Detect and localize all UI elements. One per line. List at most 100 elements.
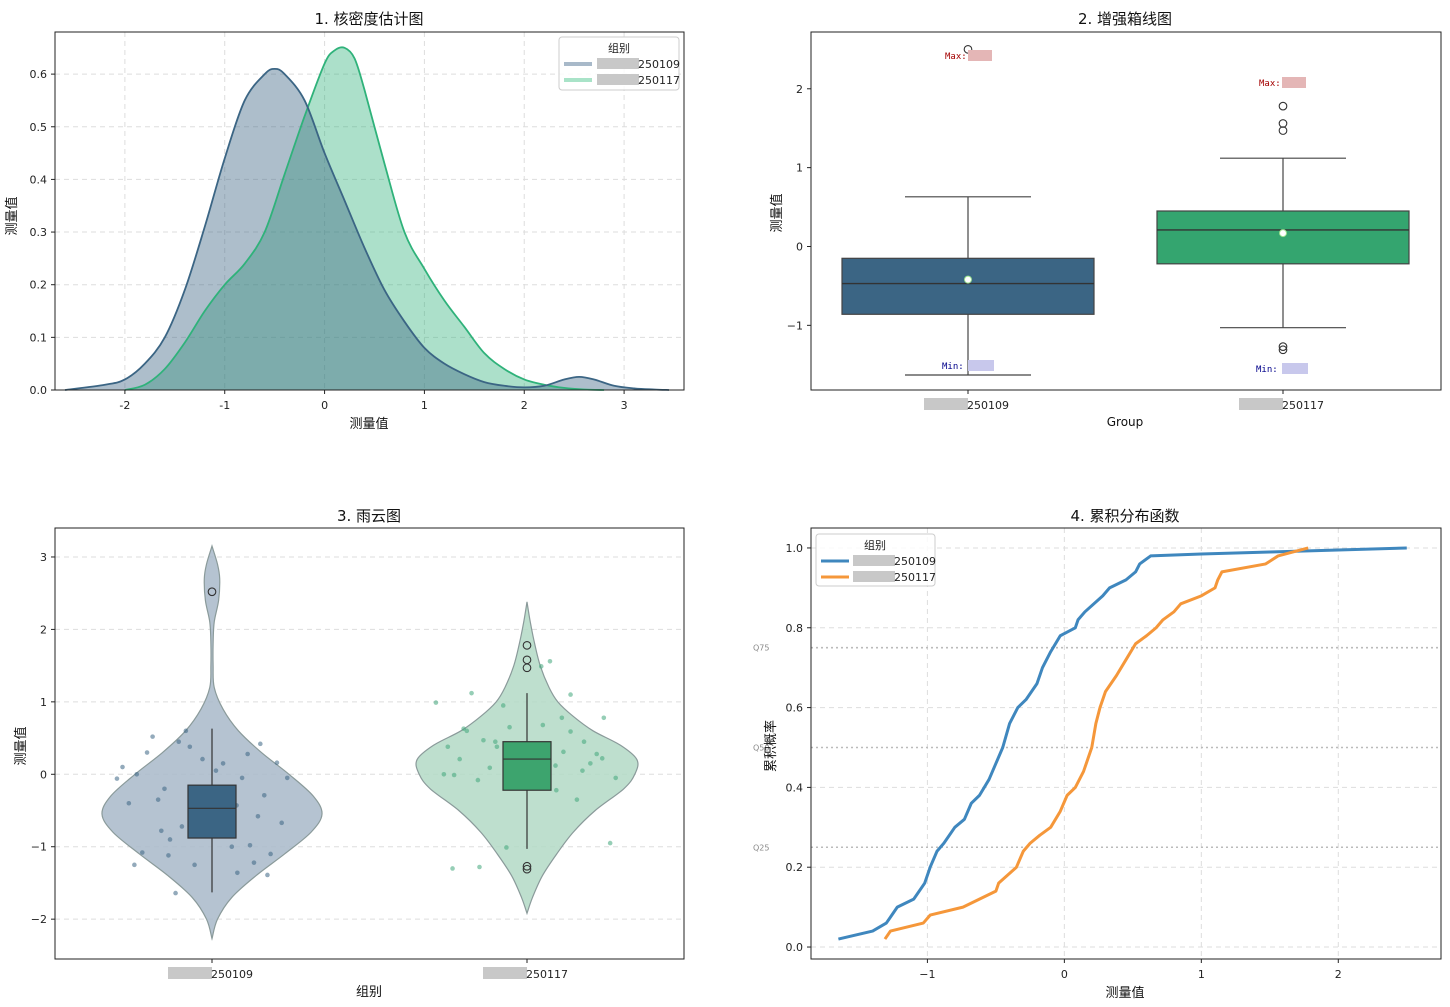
rain-point-1-26 [279, 820, 284, 826]
rain-point-1-25 [274, 760, 280, 765]
kde-line-2 [124, 46, 605, 391]
kde-title: 1. 核密度估计图 [314, 10, 423, 28]
cdf-ytick-1: 0.2 [786, 861, 804, 874]
rain-ytick-5: 3 [40, 551, 47, 564]
rain-point-1-5 [144, 750, 150, 755]
box-outlier-2-2 [1278, 119, 1288, 128]
rain-point-1-20 [245, 751, 250, 757]
cdf-ylabel: 累积概率 [763, 720, 779, 772]
rain-point-2-10 [487, 765, 493, 771]
box-ytick-0: −1 [787, 319, 803, 332]
box-mean-2 [1279, 229, 1287, 238]
kde-xtick-4: 2 [521, 399, 528, 412]
box-ytick-3: 2 [796, 83, 803, 96]
kde-ytick-4: 0.4 [30, 173, 48, 186]
rain-point-2-18 [540, 722, 546, 728]
cdf-quantile-label-2: Q50 [753, 743, 769, 752]
box-max-label-2: Max: [1259, 79, 1281, 89]
panel-box: 2. 增强箱线图 Max: Min: Max: Min: −1 0 1 2 250109 250… [769, 10, 1442, 429]
rain-point-2-38 [580, 768, 585, 773]
rain-ytick-1: −1 [31, 841, 47, 854]
rain-point-2-35 [568, 692, 573, 697]
rain-xtick-1: 250117 [526, 968, 568, 981]
rain-point-2-40 [599, 756, 605, 761]
rain-point-1-27 [284, 775, 290, 781]
cdf-ytick-0: 0.0 [786, 941, 804, 954]
rain-point-2-2 [441, 771, 447, 777]
panel-rain: 3. 雨云图 −2 −1 0 1 2 3 250109 250117 组别 测量值 [13, 507, 685, 1000]
rain-point-2-27 [601, 715, 607, 721]
box-max-value-redacted-2 [1282, 77, 1306, 88]
rain-point-1-1 [114, 776, 120, 781]
box-min-value-redacted-2 [1282, 363, 1308, 374]
rain-outlier-2-3 [522, 663, 532, 673]
rain-point-1-23 [261, 792, 267, 798]
rain-point-2-34 [477, 864, 482, 870]
box-max-value-redacted-1 [968, 50, 992, 61]
box-ytick-1: 0 [796, 240, 803, 253]
rain-point-2-28 [607, 840, 613, 846]
box-min-value-redacted-1 [968, 360, 994, 371]
rain-point-1-28 [229, 844, 235, 850]
cdf-quantile-label-3: Q75 [753, 644, 769, 653]
rain-point-1-30 [192, 862, 197, 868]
rain-point-1-29 [220, 761, 226, 766]
cdf-xlabel: 测量值 [1105, 985, 1144, 1001]
rain-point-2-13 [507, 724, 512, 730]
kde-xtick-3: 1 [421, 399, 428, 412]
kde-line-1 [64, 67, 670, 391]
rain-ytick-3: 1 [40, 696, 47, 709]
kde-xlabel: 测量值 [349, 416, 388, 432]
rain-outlier-2-4 [522, 861, 532, 871]
cdf-line-1 [838, 546, 1407, 941]
rain-point-1-6 [150, 734, 155, 739]
rain-point-2-1 [433, 700, 439, 705]
rain-point-1-34 [247, 842, 253, 848]
box-xtick-1: 250117 [1282, 399, 1324, 412]
rain-point-2-37 [553, 763, 558, 768]
cdf-ytick-2: 0.4 [786, 781, 804, 794]
rain-point-1-33 [140, 850, 145, 855]
rain-point-1-19 [239, 775, 245, 781]
rain-point-2-4 [450, 866, 455, 871]
rain-title: 3. 雨云图 [337, 507, 401, 525]
rain-point-1-35 [213, 768, 219, 773]
box-xtick-redaction-0 [924, 398, 968, 410]
kde-ytick-0: 0.0 [30, 384, 48, 397]
cdf-legend-title: 组别 [864, 538, 886, 552]
rain-point-1-2 [120, 764, 125, 770]
rain-ytick-4: 2 [40, 623, 47, 636]
cdf-quantile-label-1: Q25 [753, 843, 769, 852]
box-xtick-redaction-1 [1239, 398, 1283, 410]
cdf-xtick-0: −1 [919, 968, 935, 981]
rain-point-2-39 [461, 726, 466, 731]
rain-xtick-redaction-0 [168, 967, 212, 979]
rain-xlabel: 组别 [356, 985, 382, 1000]
box-min-label-2: Min: [1256, 365, 1278, 375]
kde-ytick-3: 0.3 [30, 226, 48, 239]
rain-xtick-redaction-1 [483, 967, 527, 979]
rain-point-1-22 [258, 741, 263, 747]
rain-point-1-7 [155, 797, 161, 802]
rain-point-2-31 [538, 664, 544, 669]
rain-point-2-24 [581, 739, 587, 744]
rain-outlier-1-1 [207, 587, 217, 597]
box-xlabel: Group [1107, 415, 1144, 429]
box-max-label-1: Max: [945, 52, 967, 62]
rain-point-1-4 [134, 771, 140, 777]
rain-point-2-3 [445, 744, 451, 750]
rain-point-2-25 [588, 761, 593, 766]
rain-point-2-26 [594, 751, 599, 757]
kde-xtick-0: -2 [119, 399, 130, 412]
rain-point-2-12 [500, 703, 506, 708]
box-title: 2. 增强箱线图 [1078, 10, 1172, 28]
rain-point-1-37 [265, 872, 270, 878]
kde-legend-label-1: 250109 [638, 58, 680, 71]
box-ytick-2: 1 [796, 162, 803, 175]
rain-point-1-40 [235, 870, 240, 876]
rain-point-1-12 [187, 744, 193, 750]
cdf-ytick-5: 1.0 [786, 542, 804, 555]
kde-area-1 [64, 68, 670, 391]
rain-point-2-9 [481, 737, 486, 743]
